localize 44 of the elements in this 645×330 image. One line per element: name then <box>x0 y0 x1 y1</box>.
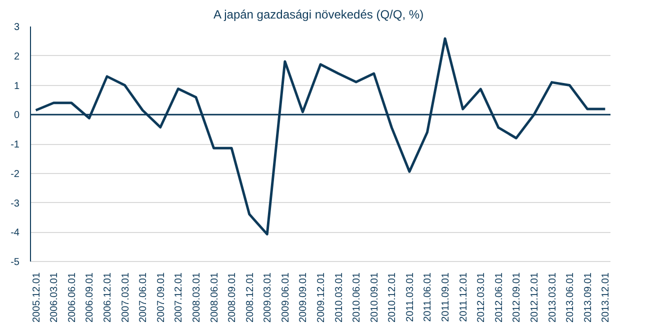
x-tick-label: 2008.12.01 <box>244 272 256 323</box>
x-tick-label: 2012.12.01 <box>529 272 540 323</box>
x-tick-label: 2006.12.01 <box>102 272 114 323</box>
x-tick-label: 2013.06.01 <box>565 272 576 323</box>
chart-title: A japán gazdasági növekedés (Q/Q, %) <box>213 8 424 22</box>
x-tick-label: 2008.09.01 <box>227 272 238 323</box>
x-tick-label: 2013.09.01 <box>582 272 594 323</box>
x-tick-label: 2012.09.01 <box>512 272 523 323</box>
x-tick-label: 2011.12.01 <box>458 272 470 322</box>
x-tick-label: 2009.06.01 <box>280 272 292 323</box>
line-series <box>34 37 606 236</box>
y-tick-label: -1 <box>10 140 20 150</box>
x-tick-label: 2012.06.01 <box>494 272 505 323</box>
x-tick-label: 2006.09.01 <box>84 272 96 323</box>
y-tick-label: -5 <box>10 257 20 268</box>
x-tick-label: 2013.12.01 <box>600 272 612 323</box>
y-tick-label: 2 <box>14 51 20 62</box>
x-tick-label: 2010.12.01 <box>387 272 398 323</box>
y-tick-label: -4 <box>10 228 20 239</box>
x-tick-label: 2010.03.01 <box>334 272 345 323</box>
x-tick-label: 2009.12.01 <box>316 272 327 323</box>
x-tick-label: 2010.06.01 <box>352 272 363 323</box>
x-tick-label: 2006.06.01 <box>66 272 78 323</box>
x-tick-label: 2011.06.01 <box>422 272 434 322</box>
x-tick-label: 2011.09.01 <box>440 272 452 322</box>
x-tick-label: 2012.03.01 <box>476 272 488 323</box>
x-tick-label: 2011.03.01 <box>404 272 416 322</box>
x-tick-label: 2010.09.01 <box>369 272 380 323</box>
x-tick-label: 2007.06.01 <box>138 272 150 323</box>
x-tick-label: 2006.03.01 <box>49 272 60 323</box>
x-tick-label: 2007.12.01 <box>174 272 185 323</box>
x-tick-label: 2007.03.01 <box>120 272 132 323</box>
x-tick-label: 2008.06.01 <box>209 272 220 323</box>
y-tick-label: -2 <box>10 168 20 180</box>
x-tick-label: 2009.03.01 <box>262 272 274 323</box>
x-tick-label: 2007.09.01 <box>156 272 167 323</box>
x-tick-label: 2009.09.01 <box>298 272 310 323</box>
y-tick-label: 0 <box>14 110 20 122</box>
y-tick-label: 1 <box>14 80 20 92</box>
y-tick-label: 3 <box>14 22 20 33</box>
y-tick-label: -3 <box>10 198 20 210</box>
x-tick-label: 2008.03.01 <box>191 272 202 323</box>
x-tick-label: 2005.12.01 <box>31 272 42 323</box>
x-tick-label: 2013.03.01 <box>547 272 558 323</box>
